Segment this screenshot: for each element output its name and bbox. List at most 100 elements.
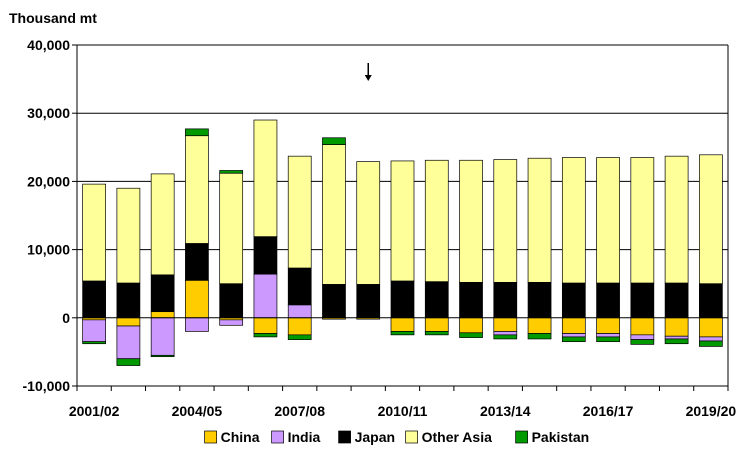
legend-swatch-india <box>271 430 284 444</box>
bar-other-asia <box>150 173 175 276</box>
bar-japan <box>356 284 381 319</box>
bar-india-negative <box>185 317 209 332</box>
bar-india-negative <box>596 333 620 338</box>
bar-japan <box>596 282 620 319</box>
bar-china-negative <box>424 317 449 332</box>
bar-india-negative <box>219 319 244 326</box>
bar-china-negative <box>253 317 278 334</box>
bar-other-asia <box>459 159 483 283</box>
bar-other-asia <box>322 144 346 285</box>
bar-japan <box>699 283 723 319</box>
legend-swatch-china <box>204 430 217 444</box>
annotation <box>364 63 372 81</box>
bar-japan <box>664 282 689 319</box>
y-tick-label: 40,000 <box>27 37 70 53</box>
x-tick-label: 2019/20 <box>686 403 737 419</box>
bar-other-asia <box>116 187 141 284</box>
bar-other-asia <box>493 159 518 283</box>
bar-japan <box>459 281 483 319</box>
bar-japan <box>253 236 278 275</box>
bar-india <box>287 304 312 319</box>
x-tick-label: 2001/02 <box>69 403 120 419</box>
bar-other-asia <box>596 157 620 284</box>
bar-china-negative <box>459 317 483 334</box>
legend-swatch-japan <box>338 430 351 444</box>
legend-swatch-pakistan <box>515 430 528 444</box>
bar-japan <box>116 282 141 319</box>
bar-japan <box>561 282 586 319</box>
bar-china-negative <box>493 317 518 332</box>
bar-china-negative <box>116 317 141 327</box>
legend-label-india: India <box>288 429 321 445</box>
bar-india-negative <box>116 325 141 360</box>
legend-label-other-asia: Other Asia <box>422 429 492 445</box>
legend: China India Japan Other Asia Pakistan <box>204 429 590 445</box>
bar-other-asia <box>424 159 449 283</box>
bar-other-asia <box>287 155 312 269</box>
bar-pakistan-negative <box>390 331 415 336</box>
x-tick-label: 2013/14 <box>480 403 531 419</box>
bar-japan <box>390 280 415 319</box>
bar-pakistan <box>185 128 209 137</box>
bar-japan <box>219 283 244 319</box>
bar-pakistan-negative <box>493 334 518 340</box>
bar-japan <box>322 284 346 319</box>
bar-china-negative <box>390 317 415 332</box>
bar-japan <box>287 267 312 306</box>
bar-india <box>253 273 278 319</box>
x-tick-label: 2004/05 <box>172 403 223 419</box>
legend-label-china: China <box>221 429 260 445</box>
bar-japan <box>424 281 449 319</box>
bar-pakistan-negative <box>630 339 655 345</box>
bar-pakistan <box>322 137 346 145</box>
bar-pakistan-negative <box>253 333 278 338</box>
bar-china-negative <box>630 317 655 336</box>
axes: -10,000 0 10,000 20,000 30,000 40,000 2001/02 2… <box>23 37 737 419</box>
bar-india-negative <box>699 336 723 342</box>
bar-india-negative <box>82 319 106 343</box>
bar-india-negative <box>561 333 586 338</box>
bar-japan <box>527 281 552 319</box>
bar-pakistan-negative <box>699 340 723 347</box>
bar-china-negative <box>527 317 552 334</box>
bar-other-asia <box>630 157 655 284</box>
y-tick-label: 10,000 <box>27 242 70 258</box>
bar-pakistan-negative <box>596 336 620 343</box>
bar-india-negative <box>493 331 518 336</box>
legend-label-japan: Japan <box>355 429 395 445</box>
bar-china-negative <box>287 317 312 336</box>
bar-pakistan <box>219 170 244 174</box>
bar-india-negative <box>150 317 175 356</box>
bar-pakistan-negative <box>561 336 586 343</box>
legend-label-pakistan: Pakistan <box>532 429 590 445</box>
y-tick-label: 20,000 <box>27 173 70 189</box>
bar-china <box>185 279 209 319</box>
bar-other-asia <box>219 172 244 285</box>
bar-pakistan-negative <box>459 332 483 338</box>
x-tick-label: 2016/17 <box>583 403 634 419</box>
bar-pakistan-negative <box>664 338 689 345</box>
bar-pakistan-negative <box>150 354 175 358</box>
bar-other-asia <box>699 154 723 285</box>
bar-india-negative <box>664 335 689 340</box>
bar-china-negative <box>561 317 586 334</box>
bar-china-negative <box>664 317 689 337</box>
bar-pakistan-negative <box>82 341 106 345</box>
bar-other-asia <box>390 160 415 282</box>
bar-pakistan-negative <box>116 358 141 366</box>
bar-other-asia <box>82 183 106 282</box>
bar-other-asia <box>185 135 209 244</box>
bar-japan <box>630 282 655 319</box>
bar-other-asia <box>356 161 381 285</box>
bar-other-asia <box>561 157 586 284</box>
bar-japan <box>185 243 209 281</box>
bar-pakistan-negative <box>527 333 552 340</box>
y-tick-label: 0 <box>62 310 70 326</box>
arrow-down-icon <box>364 75 372 81</box>
bar-other-asia <box>664 155 689 284</box>
bar-other-asia <box>527 157 552 283</box>
x-tick-label: 2007/08 <box>274 403 325 419</box>
bar-china-negative <box>596 317 620 334</box>
bar-pakistan-negative <box>287 334 312 340</box>
